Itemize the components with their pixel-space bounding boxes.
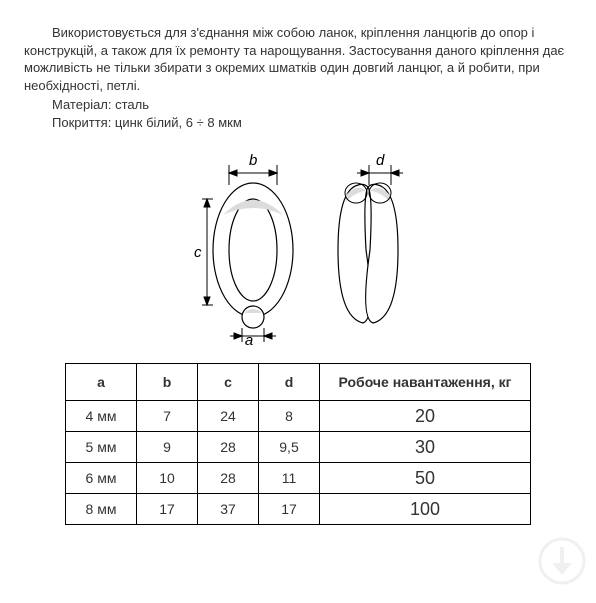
cell-load: 20	[320, 401, 531, 432]
cell-a: 5 мм	[66, 432, 137, 463]
cell-b: 17	[137, 494, 198, 525]
dim-c	[202, 199, 213, 305]
cell-a: 4 мм	[66, 401, 137, 432]
th-load: Робоче навантаження, кг	[320, 364, 531, 401]
label-d: d	[376, 152, 385, 169]
chain-link-diagram: c b a	[168, 145, 428, 345]
table-header-row: a b c d Робоче навантаження, кг	[66, 364, 531, 401]
cell-b: 9	[137, 432, 198, 463]
download-watermark-icon	[538, 537, 586, 585]
load-value: 50	[415, 468, 435, 488]
cell-a: 6 мм	[66, 463, 137, 494]
document-page: Використовується для з'єднання між собою…	[0, 0, 596, 525]
material-line: Матеріал: сталь	[24, 96, 572, 114]
load-value: 30	[415, 437, 435, 457]
table-row: 5 мм 9 28 9,5 30	[66, 432, 531, 463]
table-row: 8 мм 17 37 17 100	[66, 494, 531, 525]
table-row: 6 мм 10 28 11 50	[66, 463, 531, 494]
th-d: d	[259, 364, 320, 401]
cell-load: 100	[320, 494, 531, 525]
cell-c: 28	[198, 432, 259, 463]
load-value: 100	[410, 499, 440, 519]
th-a: a	[66, 364, 137, 401]
label-b: b	[249, 152, 257, 169]
cell-a: 8 мм	[66, 494, 137, 525]
spec-table: a b c d Робоче навантаження, кг 4 мм 7 2…	[65, 363, 531, 525]
table-row: 4 мм 7 24 8 20	[66, 401, 531, 432]
cell-d: 11	[259, 463, 320, 494]
cell-c: 37	[198, 494, 259, 525]
cell-c: 24	[198, 401, 259, 432]
th-c: c	[198, 364, 259, 401]
description-paragraph: Використовується для з'єднання між собою…	[24, 24, 572, 94]
load-value: 20	[415, 406, 435, 426]
coating-line: Покриття: цинк білий, 6 ÷ 8 мкм	[24, 114, 572, 132]
cell-d: 17	[259, 494, 320, 525]
cell-c: 28	[198, 463, 259, 494]
th-b: b	[137, 364, 198, 401]
label-c: c	[194, 244, 202, 261]
cell-load: 50	[320, 463, 531, 494]
cell-load: 30	[320, 432, 531, 463]
left-link	[213, 183, 293, 328]
right-link	[338, 183, 398, 323]
cell-d: 8	[259, 401, 320, 432]
label-a: a	[245, 332, 253, 345]
cell-d: 9,5	[259, 432, 320, 463]
diagram-container: c b a	[24, 145, 572, 345]
cell-b: 10	[137, 463, 198, 494]
cell-b: 7	[137, 401, 198, 432]
